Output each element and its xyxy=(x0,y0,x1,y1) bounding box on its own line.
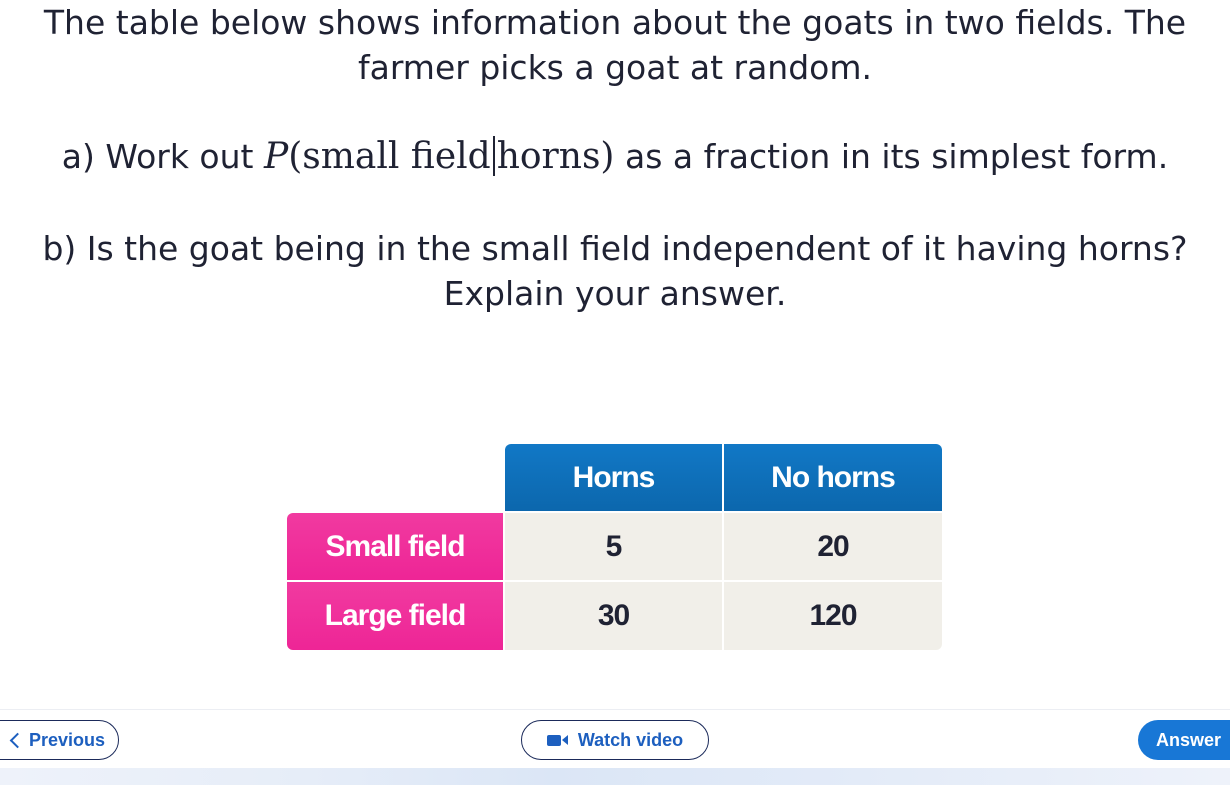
goats-table: Horns No horns Small field 5 20 Large fi… xyxy=(287,444,942,650)
column-header-horns: Horns xyxy=(505,444,722,511)
question-intro-line-1: The table below shows information about … xyxy=(43,3,1187,42)
question-part-b-line-1: b) Is the goat being in the small field … xyxy=(42,229,1188,268)
question-intro-line-2: farmer picks a goat at random. xyxy=(357,48,872,87)
column-header-no-horns: No horns xyxy=(724,444,942,511)
probability-event: (small field xyxy=(288,136,491,177)
previous-button[interactable]: Previous xyxy=(0,720,119,760)
probability-expression: P(small field horns) xyxy=(264,136,614,177)
video-camera-icon xyxy=(546,734,568,746)
part-a-suffix: as a fraction in its simplest form. xyxy=(624,137,1169,176)
answer-button[interactable]: Answer xyxy=(1138,720,1230,760)
probability-condition: horns) xyxy=(496,136,615,177)
row-header-large-field: Large field xyxy=(287,582,503,650)
question-part-a-line: a) Work out P(small field horns) as a fra… xyxy=(0,134,1230,179)
table-cell: 120 xyxy=(724,582,942,650)
table-cell: 30 xyxy=(505,582,722,650)
footer-shade xyxy=(0,768,1230,785)
table-cell: 5 xyxy=(505,513,722,580)
row-header-small-field: Small field xyxy=(287,513,503,580)
footer-divider xyxy=(0,709,1230,710)
probability-symbol: P xyxy=(263,136,289,177)
question-part-b: b) Is the goat being in the small field … xyxy=(0,226,1230,316)
watch-video-button-label: Watch video xyxy=(577,729,684,750)
question-part-b-line-2: Explain your answer. xyxy=(443,274,787,313)
watch-video-button[interactable]: Watch video xyxy=(521,720,709,760)
chevron-left-icon xyxy=(9,732,26,748)
part-a-prefix: a) Work out xyxy=(61,137,254,176)
question-intro: The table below shows information about … xyxy=(0,0,1230,90)
previous-button-label: Previous xyxy=(28,729,106,750)
answer-button-label: Answer xyxy=(1156,729,1222,750)
question-part-a: a) Work out P(small field horns) as a fra… xyxy=(0,134,1230,179)
given-bar xyxy=(492,136,495,176)
table-cell: 20 xyxy=(724,513,942,580)
